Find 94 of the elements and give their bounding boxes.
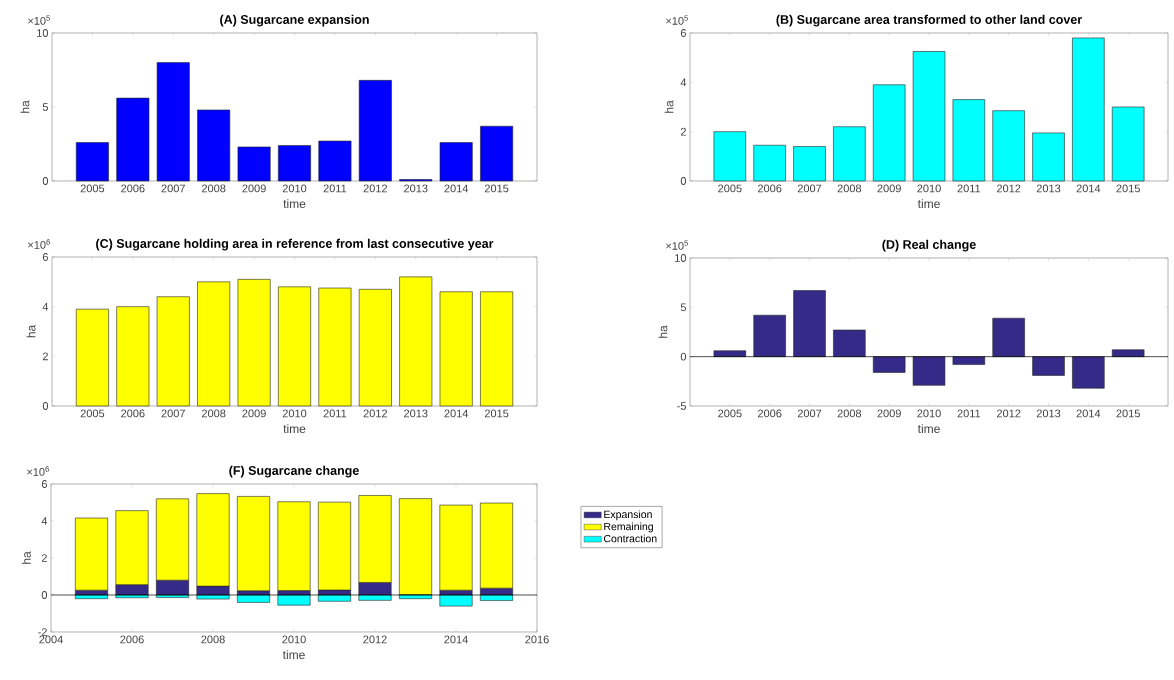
x-tick-label: 2015: [1116, 409, 1140, 418]
x-tick-label: 2013: [404, 184, 428, 193]
x-tick-label: 2011: [323, 184, 347, 193]
chart-title: (F) Sugarcane change: [229, 465, 359, 478]
chart-title: (D) Real change: [882, 239, 976, 252]
y-axis-title: ha: [22, 551, 31, 564]
x-tick-label: 2014: [1076, 184, 1101, 193]
y-tick-label: 2: [680, 127, 686, 136]
x-tick-label: 2011: [957, 184, 981, 193]
x-tick-label: 2009: [242, 409, 266, 418]
text: ×10$^{5}$: [666, 240, 688, 250]
legend-label: Expansion: [604, 510, 652, 521]
x-tick-label: 2006: [121, 409, 145, 418]
legend-label: Contraction: [603, 534, 657, 543]
y-tick-label: 0: [680, 352, 687, 361]
x-tick-label: 2005: [718, 409, 742, 418]
y-axis-title: ha: [664, 100, 674, 113]
x-tick-label: 2012: [363, 635, 387, 644]
x-tick-label: 2006: [120, 635, 144, 644]
x-tick-label: 2008: [201, 409, 226, 418]
x-axis-title: time: [917, 199, 940, 208]
y-tick-label: 0: [680, 177, 687, 185]
x-tick-label: 2010: [282, 184, 307, 193]
x-tick-label: 2007: [161, 184, 185, 193]
x-tick-label: 2013: [1036, 409, 1061, 418]
chart-title: (C) Sugarcane holding area in reference from last consecutive year: [96, 238, 494, 251]
x-tick-label: 2006: [121, 184, 145, 193]
x-tick-label: 2007: [797, 184, 822, 193]
x-tick-label: 2011: [957, 409, 981, 418]
x-tick-label: 2008: [837, 409, 862, 418]
x-tick-label: 2012: [363, 409, 388, 418]
y-tick-label: 4: [41, 517, 48, 525]
x-tick-label: 2010: [282, 635, 306, 644]
legend-label: Remaining: [604, 522, 653, 533]
x-axis-title: time: [917, 424, 940, 433]
x-tick-label: 2007: [161, 409, 185, 418]
x-tick-label: 2014: [444, 635, 468, 644]
x-tick-label: 2007: [797, 409, 822, 418]
text: ×10$^{6}$: [28, 239, 50, 249]
y-tick-label: 6: [42, 253, 48, 261]
x-tick-label: 2015: [484, 409, 509, 418]
text: ×10$^{6}$: [27, 466, 49, 476]
y-tick-label: 10: [675, 254, 687, 262]
x-tick-label: 2004: [39, 635, 63, 644]
x-tick-label: 2011: [323, 409, 347, 418]
chart-title: (B) Sugarcane area transformed to other land cover: [776, 14, 1082, 27]
y-tick-label: 5: [680, 303, 687, 312]
y-tick-label: 0: [41, 591, 48, 599]
chart-title: (A) Sugarcane expansion: [220, 14, 369, 27]
x-tick-label: 2005: [80, 184, 105, 193]
y-tick-label: 0: [42, 177, 49, 185]
y-tick-label: 4: [680, 78, 687, 87]
x-tick-label: 2015: [484, 184, 509, 193]
x-axis-title: time: [283, 199, 306, 208]
x-tick-label: 2014: [444, 409, 469, 418]
x-tick-label: 2012: [363, 184, 388, 193]
x-tick-label: 2009: [242, 184, 266, 193]
x-tick-label: 2013: [404, 409, 428, 418]
x-tick-label: 2016: [525, 635, 549, 644]
y-tick-label: -2: [38, 628, 47, 636]
x-tick-label: 2006: [757, 184, 782, 193]
y-tick-label: 10: [37, 29, 49, 37]
y-tick-label: 0: [42, 402, 49, 410]
y-tick-label: 4: [42, 302, 49, 311]
text: ×10$^{5}$: [666, 15, 688, 25]
x-tick-label: 2012: [996, 184, 1021, 193]
x-tick-label: 2014: [1076, 409, 1101, 418]
y-axis-title: ha: [658, 325, 668, 338]
x-tick-label: 2008: [837, 184, 862, 193]
x-tick-label: 2005: [80, 409, 105, 418]
text: ×10$^{5}$: [28, 15, 50, 25]
x-tick-label: 2009: [877, 409, 901, 418]
x-axis-title: time: [283, 424, 306, 433]
y-tick-label: 6: [41, 480, 47, 488]
x-tick-label: 2009: [877, 184, 901, 193]
y-axis-title: ha: [26, 324, 36, 338]
x-tick-label: 2010: [282, 409, 307, 418]
y-tick-label: 2: [41, 554, 47, 562]
y-tick-label: -5: [677, 402, 687, 410]
x-tick-label: 2014: [444, 184, 469, 193]
x-tick-label: 2008: [201, 184, 226, 193]
y-axis-title: ha: [20, 100, 30, 113]
x-tick-label: 2005: [718, 184, 742, 193]
x-tick-label: 2008: [201, 635, 225, 644]
x-tick-label: 2013: [1036, 184, 1061, 193]
x-tick-label: 2012: [996, 409, 1021, 418]
y-tick-label: 6: [680, 29, 686, 37]
x-tick-label: 2010: [917, 184, 941, 193]
x-tick-label: 2006: [757, 409, 782, 418]
y-tick-label: 5: [42, 103, 48, 111]
x-tick-label: 2015: [1116, 184, 1140, 193]
x-axis-title: time: [282, 650, 305, 659]
y-tick-label: 2: [42, 352, 48, 361]
x-tick-label: 2010: [917, 409, 941, 418]
